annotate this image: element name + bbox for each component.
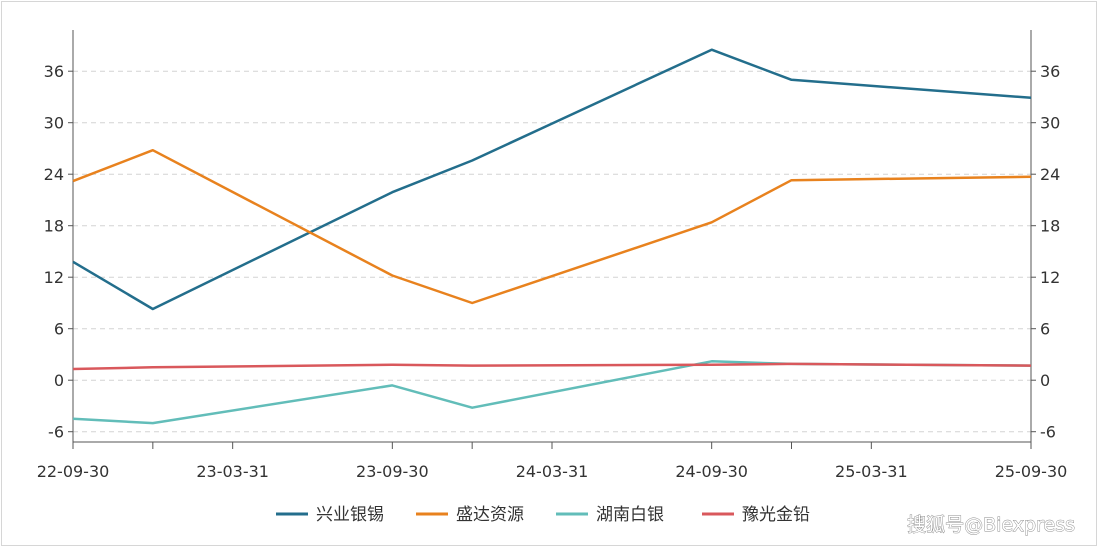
legend-label: 盛达资源 bbox=[456, 505, 524, 525]
series-line-3 bbox=[72, 360, 1032, 425]
y-tick-label: 24 bbox=[1040, 165, 1060, 184]
y-tick-label: 6 bbox=[54, 320, 64, 339]
y-tick-label: 36 bbox=[1040, 62, 1060, 81]
watermark: 搜狐号@Biexpress bbox=[907, 514, 1075, 536]
x-tick-label: 24-03-31 bbox=[516, 462, 589, 481]
series-lines bbox=[72, 48, 1032, 425]
y-tick-label: 6 bbox=[1040, 320, 1050, 339]
y-tick-label: 18 bbox=[44, 217, 64, 236]
x-tick-label: 22-09-30 bbox=[37, 462, 110, 481]
x-tick-label: 23-09-30 bbox=[356, 462, 429, 481]
y-tick-label: -6 bbox=[48, 423, 64, 442]
legend-label: 湖南白银 bbox=[596, 505, 664, 525]
legend-item-1[interactable]: 兴业银锡 bbox=[276, 505, 384, 525]
y-tick-label: 12 bbox=[44, 268, 64, 287]
legend-label: 豫光金铅 bbox=[742, 505, 810, 525]
series-line-4 bbox=[72, 362, 1032, 371]
x-tick-label: 23-03-31 bbox=[196, 462, 269, 481]
y-tick-label: 0 bbox=[1040, 371, 1050, 390]
grid-lines bbox=[73, 70, 1031, 433]
legend-item-3[interactable]: 湖南白银 bbox=[556, 505, 664, 525]
y-axis-left: -6 0 6 12 18 24 30 36 bbox=[44, 62, 73, 442]
y-axis-right: -6 0 6 12 18 24 30 36 bbox=[1031, 62, 1060, 442]
y-tick-label: 30 bbox=[44, 114, 64, 133]
x-tick-label: 25-03-31 bbox=[835, 462, 908, 481]
y-tick-label: -6 bbox=[1040, 423, 1056, 442]
y-tick-label: 18 bbox=[1040, 217, 1060, 236]
y-tick-label: 0 bbox=[54, 371, 64, 390]
legend-item-2[interactable]: 盛达资源 bbox=[416, 505, 524, 525]
y-tick-label: 12 bbox=[1040, 268, 1060, 287]
x-axis: 22-09-30 23-03-31 23-09-30 24-03-31 24-09-30… bbox=[37, 442, 1068, 481]
y-tick-label: 24 bbox=[44, 165, 64, 184]
y-tick-label: 36 bbox=[44, 62, 64, 81]
legend: 兴业银锡 盛达资源 湖南白银 豫光金铅 bbox=[276, 505, 810, 525]
legend-label: 兴业银锡 bbox=[316, 505, 384, 525]
x-tick-label: 24-09-30 bbox=[675, 462, 748, 481]
series-line-2 bbox=[72, 148, 1032, 305]
series-line-1 bbox=[72, 48, 1032, 311]
y-tick-label: 30 bbox=[1040, 114, 1060, 133]
legend-item-4[interactable]: 豫光金铅 bbox=[702, 505, 810, 525]
x-tick-label: 25-09-30 bbox=[995, 462, 1068, 481]
